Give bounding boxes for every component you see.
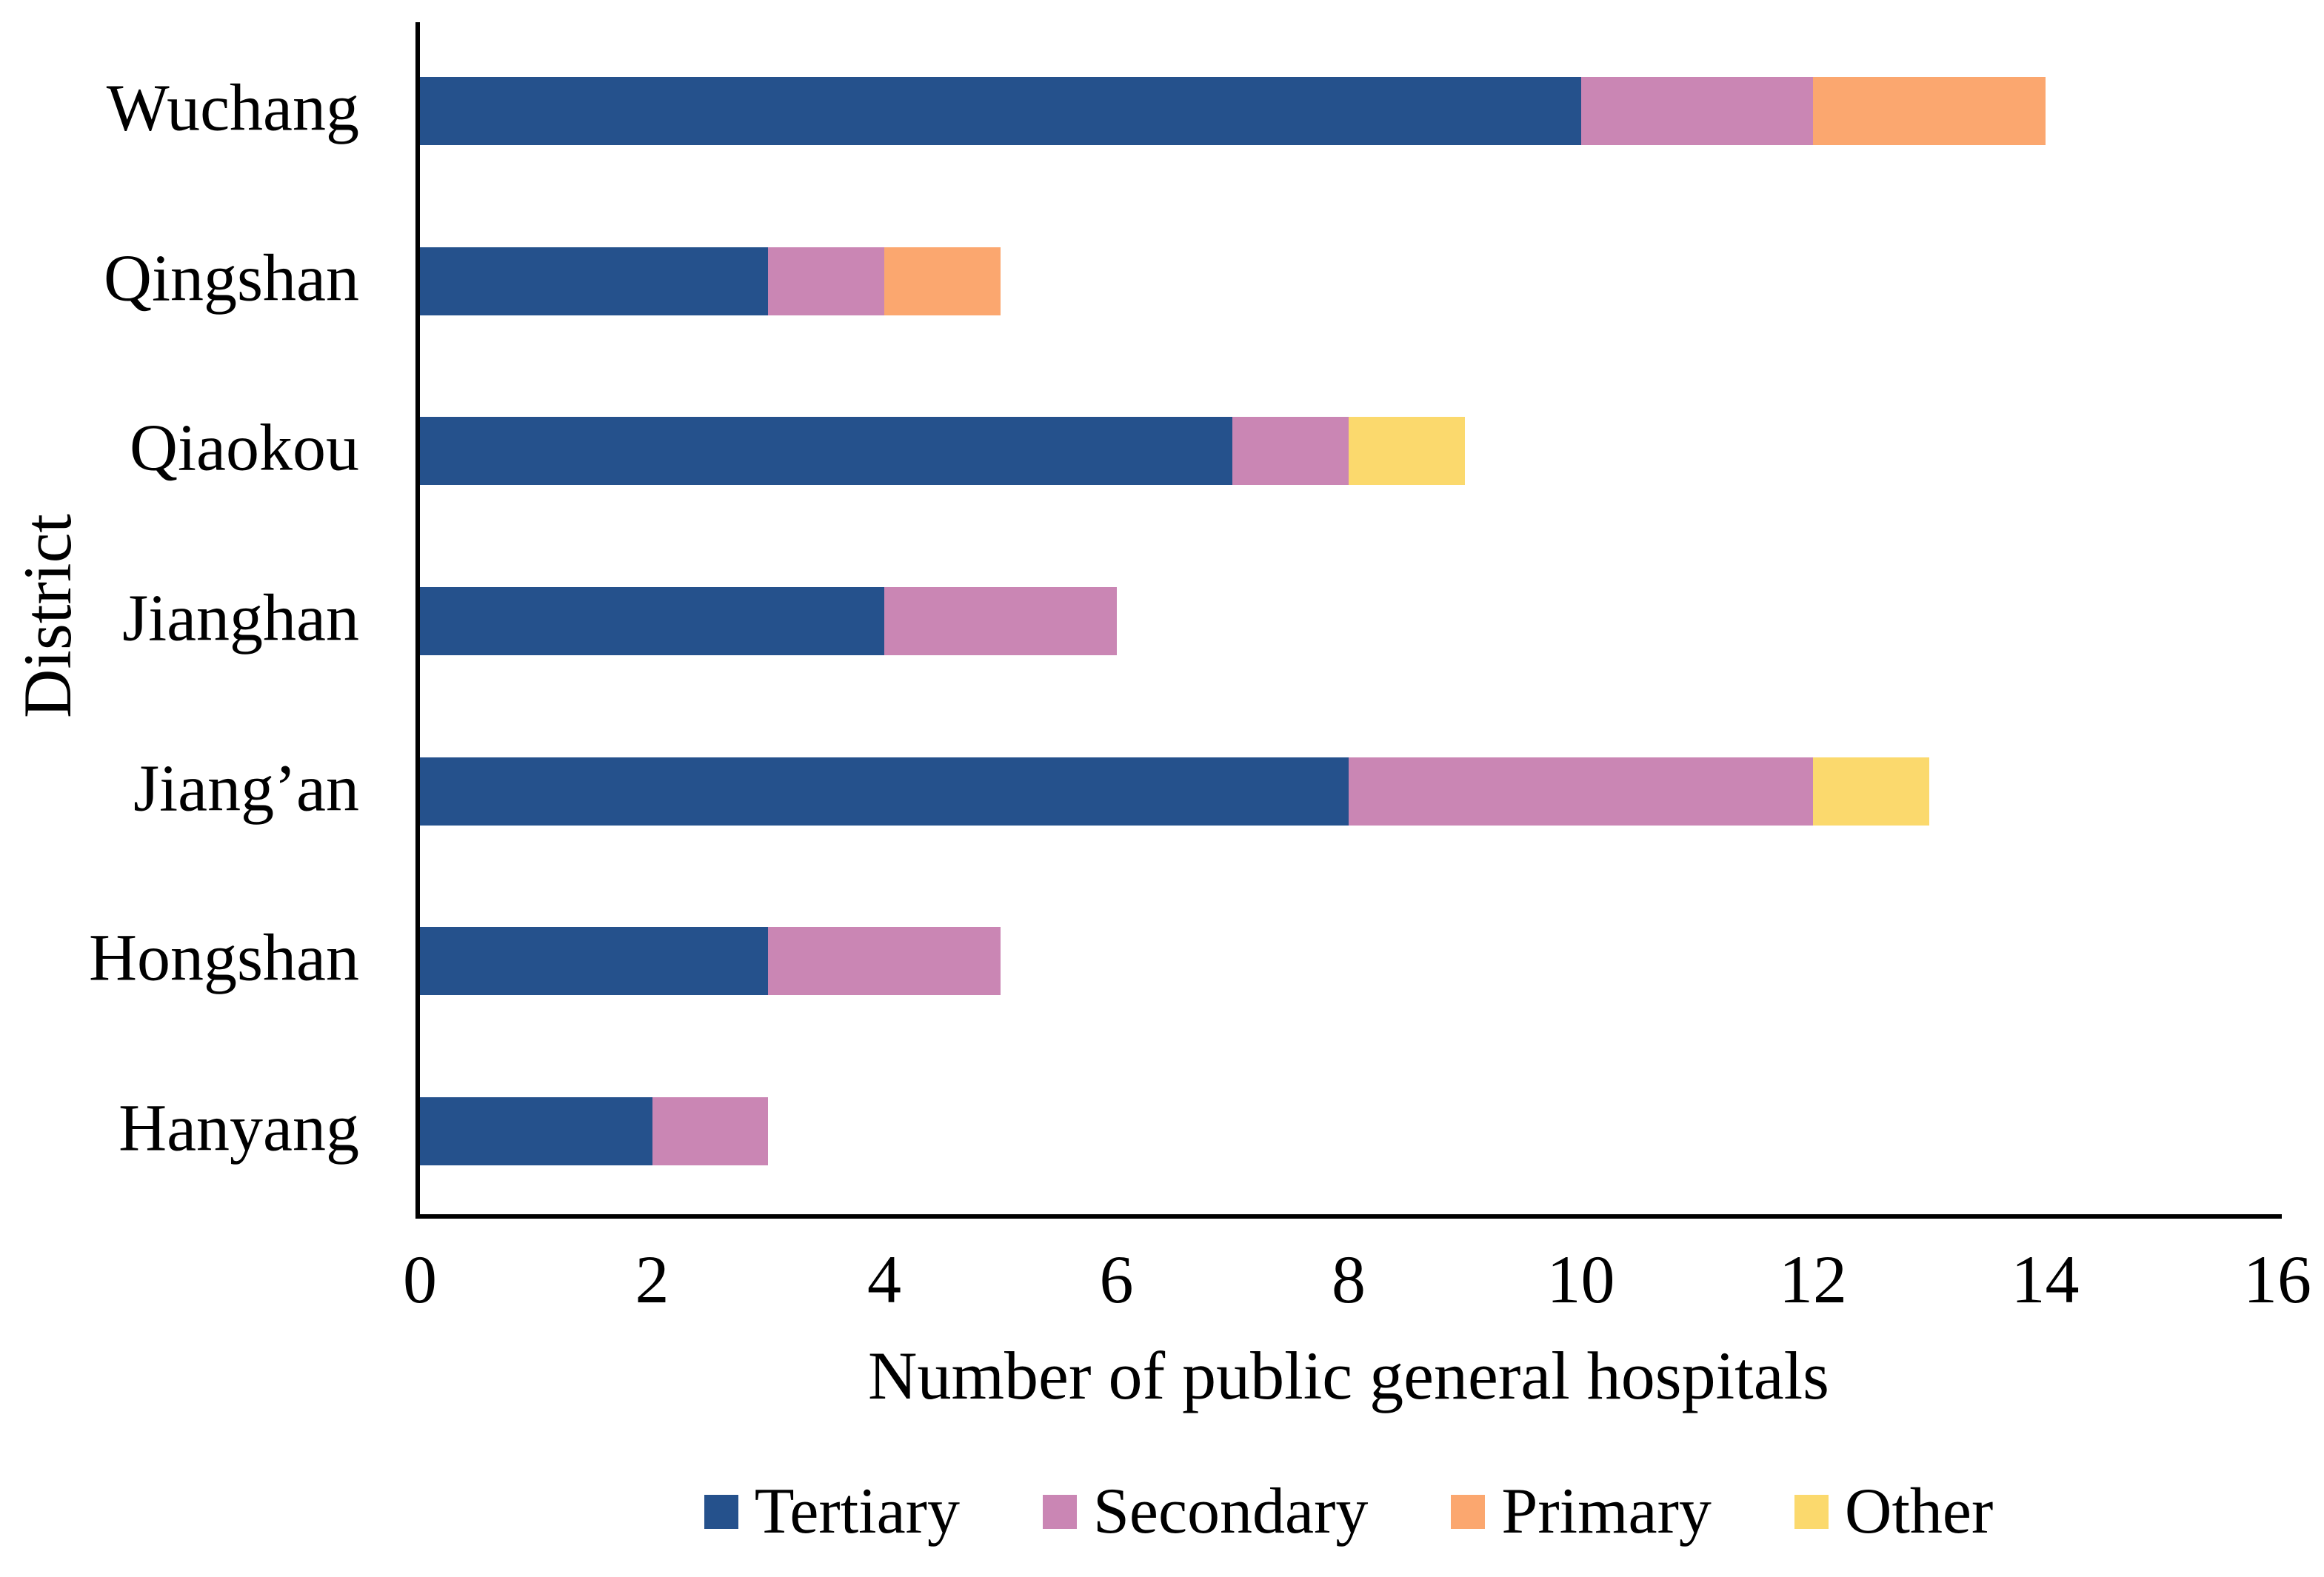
bar-segment-other	[1813, 757, 1929, 826]
bar-row	[420, 927, 1001, 996]
x-tick-label: 16	[2243, 1242, 2311, 1317]
bar-segment-secondary	[768, 247, 884, 315]
category-label: Qingshan	[104, 241, 359, 315]
bar-segment-secondary	[1232, 417, 1349, 486]
category-label: Jiang’an	[133, 751, 359, 826]
bar-segment-secondary	[652, 1097, 769, 1166]
bar-row	[420, 587, 1117, 655]
bar-row	[420, 1097, 769, 1166]
legend-item-primary: Primary	[1451, 1479, 1712, 1544]
x-tick-label: 8	[1332, 1242, 1366, 1317]
y-axis-line	[415, 22, 420, 1219]
category-label: Wuchang	[106, 71, 359, 145]
x-axis-line	[415, 1214, 2282, 1219]
bar-segment-tertiary	[420, 587, 884, 655]
x-tick-label: 12	[1779, 1242, 1847, 1317]
bar-segment-primary	[1813, 76, 2046, 145]
bar-row	[420, 757, 1929, 826]
bar-segment-tertiary	[420, 247, 769, 315]
x-tick-label: 2	[635, 1242, 670, 1317]
bar-segment-secondary	[884, 587, 1117, 655]
plot-area	[420, 26, 2277, 1216]
legend-marker-icon	[1794, 1495, 1829, 1529]
bar-segment-other	[1349, 417, 1465, 486]
bar-segment-secondary	[1349, 757, 1813, 826]
legend-label: Primary	[1501, 1476, 1712, 1547]
x-tick-label: 14	[2011, 1242, 2080, 1317]
legend-marker-icon	[704, 1495, 738, 1529]
bar-segment-secondary	[768, 927, 1001, 996]
bar-segment-primary	[884, 247, 1001, 315]
bar-segment-tertiary	[420, 1097, 652, 1166]
x-axis-title: Number of public general hospitals	[868, 1338, 1829, 1413]
bar-segment-tertiary	[420, 76, 1581, 145]
category-label: Hanyang	[118, 1091, 359, 1165]
category-label: Jianghan	[122, 581, 359, 655]
x-tick-label: 10	[1546, 1242, 1615, 1317]
legend-item-tertiary: Tertiary	[704, 1479, 960, 1544]
legend: Tertiary Secondary Primary Other	[420, 1479, 2277, 1544]
bar-segment-tertiary	[420, 927, 769, 996]
legend-label: Secondary	[1092, 1476, 1369, 1547]
legend-marker-icon	[1451, 1495, 1486, 1529]
legend-marker-icon	[1042, 1495, 1077, 1529]
category-label: Hongshan	[89, 921, 359, 995]
x-tick-label: 4	[867, 1242, 901, 1317]
category-label: Qiaokou	[130, 411, 359, 485]
bar-row	[420, 247, 1001, 315]
bar-row	[420, 76, 2046, 145]
bar-segment-secondary	[1580, 76, 1813, 145]
bar-segment-tertiary	[420, 417, 1233, 486]
bar-row	[420, 417, 1465, 486]
legend-label: Other	[1844, 1476, 1994, 1547]
legend-item-secondary: Secondary	[1042, 1476, 1369, 1547]
x-tick-label: 6	[1099, 1242, 1134, 1317]
bar-segment-tertiary	[420, 757, 1349, 826]
legend-label: Tertiary	[754, 1476, 960, 1547]
legend-item-other: Other	[1794, 1479, 1993, 1544]
x-tick-label: 0	[403, 1242, 437, 1317]
